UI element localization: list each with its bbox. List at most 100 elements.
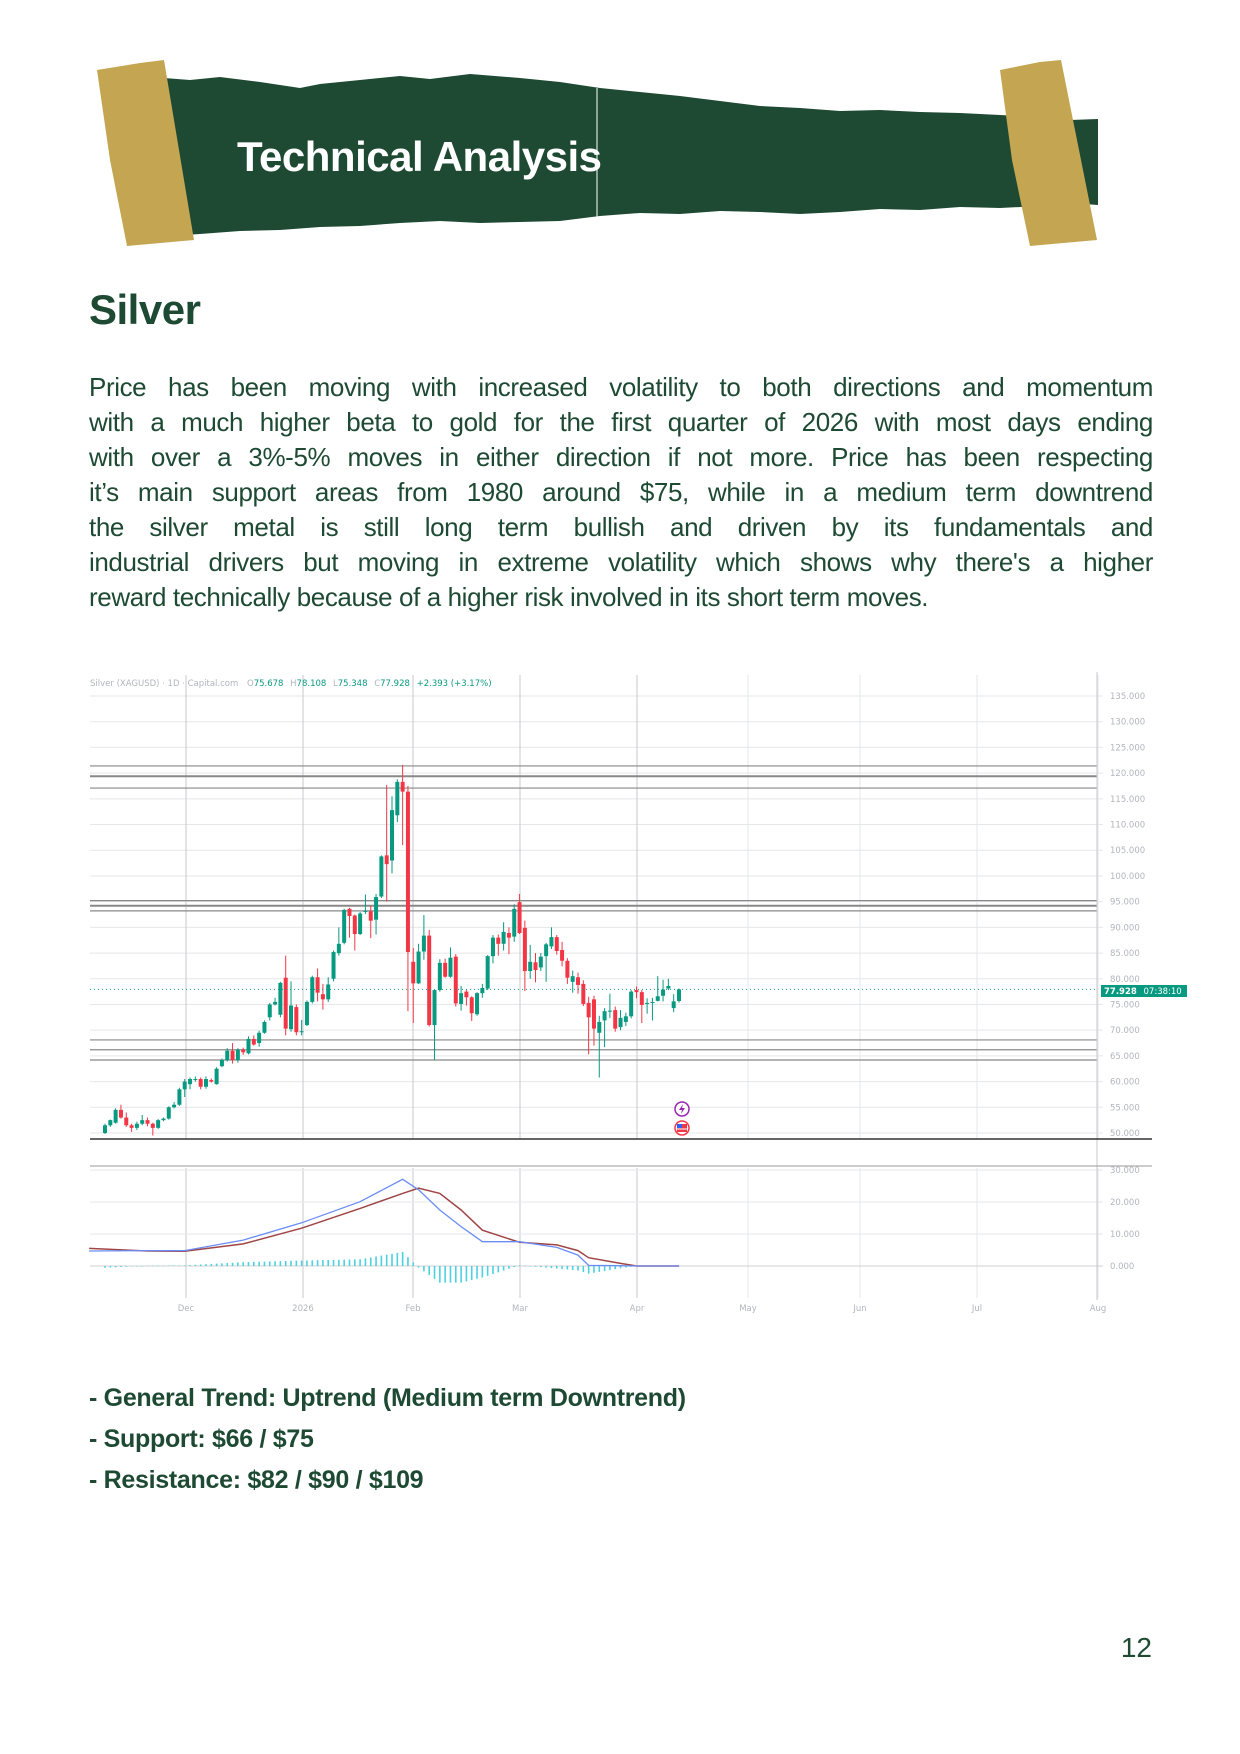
histogram-bar [439,1266,441,1283]
candle-up [390,796,394,874]
candle-up [177,1087,182,1106]
histogram-bar [534,1266,537,1267]
histogram-bar [274,1261,276,1266]
histogram-bar [322,1260,324,1266]
price-tick-label: 120.000 [1110,769,1145,779]
candle-body [645,1002,650,1004]
candle-down [251,1035,256,1046]
candle-down [443,958,448,978]
histogram-bar [327,1259,330,1266]
candle-body [166,1107,171,1119]
candle-body [400,781,405,792]
tape-left [97,60,194,246]
candle-up [289,981,294,1032]
candle-up [528,944,533,979]
candle-body [469,997,474,1014]
candle-up [363,894,368,914]
histogram-bar [566,1266,569,1270]
candle-down [294,1004,299,1036]
candle-body [639,992,644,1005]
candle-up [618,1010,623,1031]
histogram-bar [582,1266,585,1273]
histogram-bar [290,1260,292,1266]
candle-body [522,927,527,972]
histogram-bar [205,1264,207,1266]
candle-up [336,927,341,956]
candle-body [156,1120,161,1128]
candle-down [129,1123,134,1132]
section-heading: Silver [89,286,201,333]
candle-up [607,993,612,1018]
summary-trend: - General Trend: Uptrend (Medium term Do… [89,1384,686,1412]
candle-down [145,1117,150,1127]
histogram-bar [221,1263,223,1266]
histogram-bar [369,1257,372,1266]
candle-body [219,1059,224,1067]
candle-body [161,1118,166,1121]
chart-header-symbol: Silver (XAGUSD) · 1D · Capital.com [90,679,238,689]
price-tick-label: 110.000 [1110,821,1145,831]
candle-body [225,1050,230,1060]
lightning-icon[interactable] [674,1101,690,1117]
histogram-bar [619,1266,622,1269]
header-low: 75.348 [338,679,368,689]
candle-body [629,991,634,1017]
histogram-bar [300,1260,303,1266]
histogram-bar [130,1266,133,1267]
candle-up [623,1012,628,1027]
candle-up [273,997,278,1006]
candle-body [108,1120,113,1126]
candle-up [203,1076,208,1089]
histogram-bar [215,1263,218,1266]
candle-body [554,937,559,952]
candle-up [374,893,379,935]
histogram-bar [146,1265,149,1267]
paragraph-line: with a much higher beta to gold for the … [89,407,1153,437]
last-price-label: 77.928 [1104,987,1137,997]
candle-body [384,855,389,865]
histogram-bar [545,1266,547,1268]
candle-body [671,1001,676,1009]
indicator-tick-label: 20.000 [1110,1198,1140,1208]
price-tick-label: 60.000 [1110,1078,1140,1088]
candle-up [219,1058,224,1068]
candle-body [209,1080,214,1082]
candle-up [103,1123,107,1135]
histogram-bar [375,1256,377,1266]
histogram-bar [497,1266,500,1273]
candle-up [480,983,485,998]
candle-body [150,1123,155,1128]
candle-body [533,962,538,971]
histogram-bar [226,1263,229,1266]
candle-down [411,947,416,1023]
candle-body [374,897,379,920]
histogram-bar [444,1266,446,1283]
candle-body [421,935,426,952]
date-tick-label: Mar [512,1304,529,1314]
candle-body [310,977,315,1002]
candle-body [390,810,394,861]
candle-down [209,1078,214,1083]
candle-down [586,996,591,1055]
candle-up [661,979,666,1002]
histogram-bar [157,1265,159,1267]
candle-up [432,990,437,1060]
candle-body [602,1011,607,1021]
candle-up [570,970,575,993]
us-flag-icon[interactable] [674,1120,690,1136]
candle-body [129,1125,134,1128]
candle-body [347,908,352,917]
candle-down [517,893,522,935]
histogram-bar [359,1259,361,1266]
price-tick-label: 135.000 [1110,692,1145,702]
candle-body [214,1068,219,1085]
macd-line [89,1178,679,1267]
candle-body [235,1049,240,1060]
candle-body [379,856,384,897]
chart-axes [90,672,1152,1300]
histogram-bar [603,1266,606,1271]
candle-body [182,1081,187,1090]
indicator-tick-label: 30.000 [1110,1166,1140,1176]
banner-torn-paper [164,74,1098,236]
histogram-bar [449,1266,452,1283]
